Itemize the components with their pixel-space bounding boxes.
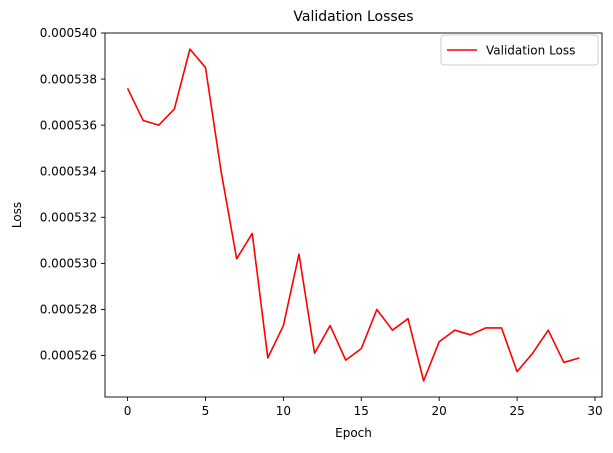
x-axis-label: Epoch bbox=[335, 426, 372, 440]
y-tick-label: 0.000526 bbox=[40, 349, 97, 363]
y-tick-label: 0.000534 bbox=[40, 164, 97, 178]
y-tick-label: 0.000540 bbox=[40, 26, 97, 40]
x-tick-label: 15 bbox=[354, 404, 369, 418]
legend: Validation Loss bbox=[440, 34, 599, 66]
legend-label: Validation Loss bbox=[486, 44, 575, 58]
y-tick-label: 0.000530 bbox=[40, 257, 97, 271]
x-tick-label: 20 bbox=[432, 404, 447, 418]
series-line-validation-loss bbox=[126, 48, 580, 382]
legend-frame bbox=[440, 34, 599, 66]
x-tick-label: 0 bbox=[124, 404, 132, 418]
x-tick-label: 5 bbox=[202, 404, 210, 418]
x-tick-label: 30 bbox=[587, 404, 602, 418]
chart-title: Validation Losses bbox=[293, 9, 413, 25]
y-tick-label: 0.000538 bbox=[40, 72, 97, 86]
y-tick-label: 0.000528 bbox=[40, 303, 97, 317]
y-axis-label: Loss bbox=[10, 202, 24, 228]
plot-area: 0 5 10 15 20 25 30 0.000526 0.000528 0.000530 0.00… bbox=[40, 26, 603, 418]
x-tick-label: 10 bbox=[276, 404, 291, 418]
x-tick-label: 25 bbox=[509, 404, 524, 418]
y-tick-label: 0.000532 bbox=[40, 211, 97, 225]
axes-frame bbox=[104, 32, 603, 398]
y-tick-label: 0.000536 bbox=[40, 118, 97, 132]
